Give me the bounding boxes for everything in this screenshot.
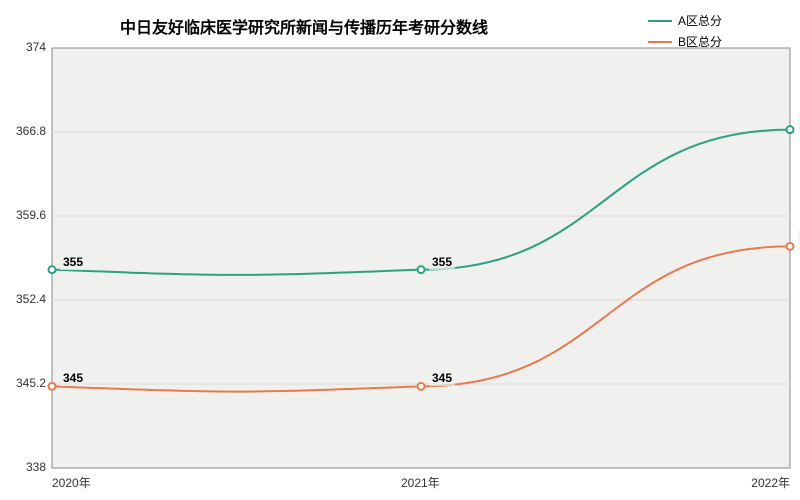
x-tick-label: 2020年 <box>52 474 91 491</box>
data-label: 345 <box>60 370 86 386</box>
y-tick-label: 366.8 <box>16 124 46 138</box>
y-tick-label: 338 <box>26 460 46 474</box>
data-label: 355 <box>60 254 86 270</box>
data-label: 355 <box>429 254 455 270</box>
y-tick-label: 359.6 <box>16 208 46 222</box>
y-tick-label: 374 <box>26 40 46 54</box>
x-tick-label: 2021年 <box>401 474 440 491</box>
data-label: 345 <box>429 370 455 386</box>
line-chart: 中日友好临床医学研究所新闻与传播历年考研分数线 A区总分B区总分 338345.… <box>0 0 800 500</box>
x-tick-label: 2022年 <box>751 474 790 491</box>
y-tick-label: 345.2 <box>16 376 46 390</box>
plot-svg <box>0 0 800 500</box>
y-tick-label: 352.4 <box>16 292 46 306</box>
